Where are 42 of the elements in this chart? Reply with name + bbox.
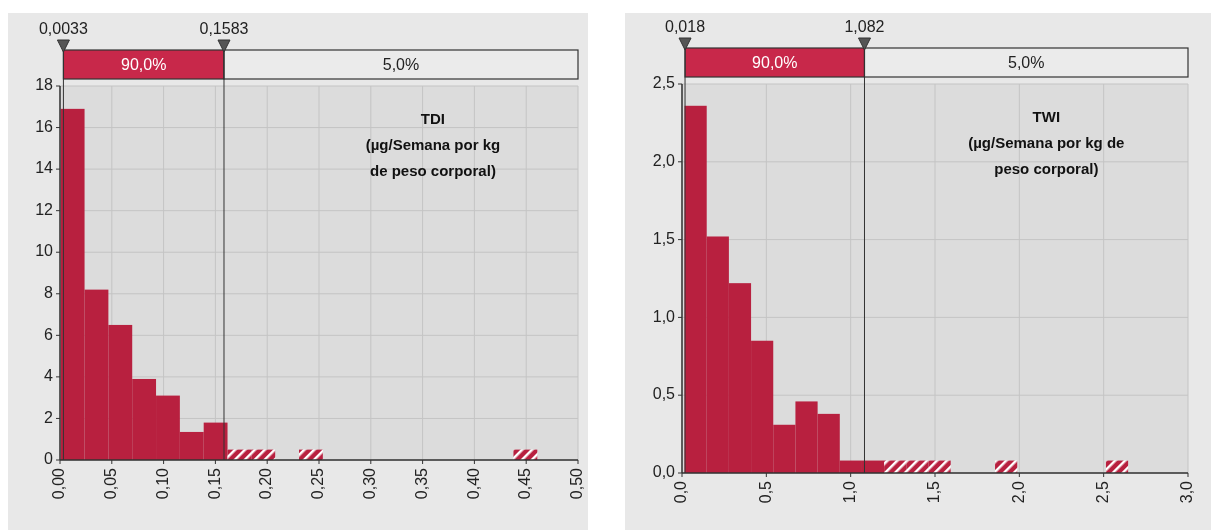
- text: 90,0%: [121, 55, 167, 73]
- ref-line-label: 0,0033: [38, 20, 88, 37]
- y-tick-label: 14: [35, 159, 54, 177]
- text: 5,0%: [1008, 53, 1045, 71]
- x-tick-label: 0,10: [153, 467, 171, 500]
- text: TWI (µg/Semana por kg de peso corporal): [968, 108, 1125, 177]
- y-tick-label: 2,5: [652, 74, 676, 92]
- y-tick-label: 1,5: [652, 229, 676, 247]
- x-tick-label: 2,0: [1009, 480, 1027, 504]
- x-tick-label: 0,15: [205, 467, 223, 500]
- x-tick-label: 1,5: [925, 480, 943, 504]
- x-tick-label: 0,25: [309, 467, 327, 500]
- text: TDI (µg/Semana por kg de peso corporal): [365, 110, 501, 179]
- y-tick-label: 1,0: [652, 307, 676, 325]
- text: 90,0%: [752, 53, 798, 71]
- y-tick-label: 8: [44, 284, 54, 302]
- y-tick-label: 6: [44, 325, 54, 343]
- y-tick-label: 4: [44, 367, 54, 385]
- y-tick-label: 2,0: [652, 152, 676, 170]
- x-tick-label: 0,45: [516, 467, 534, 500]
- y-tick-label: 2: [44, 408, 54, 426]
- y-tick-label: 0,5: [652, 385, 676, 403]
- y-tick-label: 18: [35, 76, 54, 94]
- y-tick-label: 12: [35, 200, 54, 218]
- y-tick-label: 10: [35, 242, 54, 260]
- text: 5,0%: [382, 55, 420, 73]
- ref-line-label: 1,082: [844, 18, 885, 35]
- x-tick-label: 0,05: [102, 467, 120, 500]
- y-tick-label: 0: [44, 450, 54, 468]
- x-tick-label: 0,20: [257, 467, 275, 500]
- ref-line-label: 0,018: [665, 18, 706, 35]
- x-tick-label: 0,30: [361, 467, 379, 500]
- x-tick-label: 0,35: [412, 467, 430, 500]
- x-tick-label: 2,5: [1093, 480, 1111, 504]
- x-tick-label: 0,40: [464, 467, 482, 500]
- x-tick-label: 1,0: [840, 480, 858, 504]
- y-tick-label: 16: [35, 117, 54, 135]
- x-tick-label: 0,5: [756, 480, 774, 504]
- x-tick-label: 3,0: [1178, 480, 1196, 504]
- x-tick-label: 0,50: [568, 467, 586, 500]
- x-tick-label: 0,00: [50, 467, 68, 500]
- ref-line-label: 0,1583: [199, 20, 249, 37]
